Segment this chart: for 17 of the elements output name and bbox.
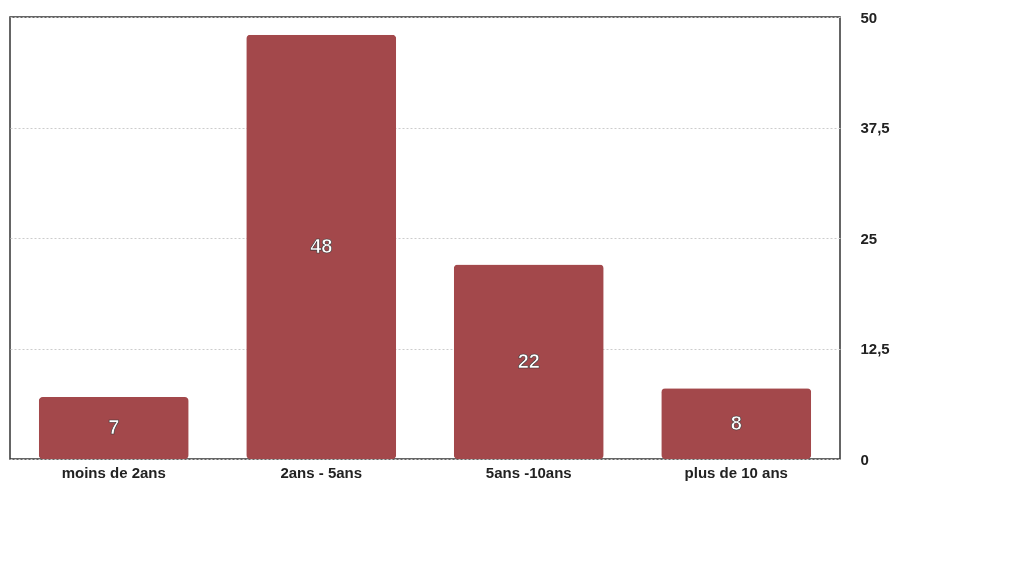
y-tick-label: 25 xyxy=(860,229,878,247)
bar xyxy=(246,34,397,459)
data-label: 48 xyxy=(310,234,333,257)
y-tick-label: 12,5 xyxy=(860,340,890,357)
bar xyxy=(38,397,189,459)
x-tick-label: plus de 10 ans xyxy=(684,463,788,481)
x-tick-label: moins de 2ans xyxy=(61,463,166,481)
y-tick-label: 37,5 xyxy=(860,119,890,136)
bar xyxy=(661,388,812,459)
x-tick-label: 2ans - 5ans xyxy=(280,463,363,481)
data-label: 22 xyxy=(517,349,540,372)
data-label: 8 xyxy=(730,411,742,434)
y-tick-label: 0 xyxy=(860,450,869,468)
bar xyxy=(453,264,604,459)
x-tick-label: 5ans -10ans xyxy=(485,463,572,481)
y-tick-label: 50 xyxy=(860,8,878,26)
data-label: 7 xyxy=(108,416,120,439)
